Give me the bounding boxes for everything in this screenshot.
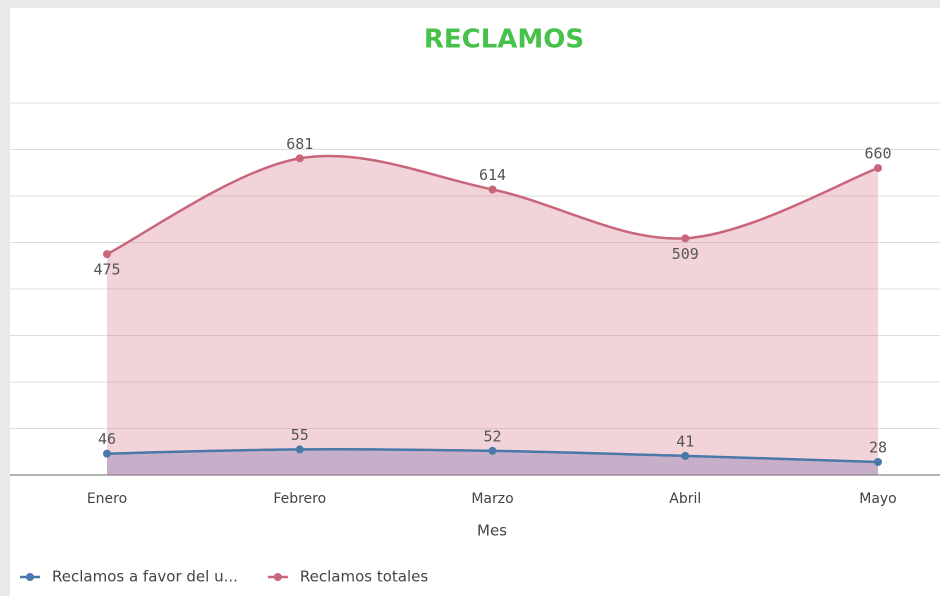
data-label: 52: [483, 427, 501, 445]
point: [488, 446, 497, 455]
data-label: 660: [864, 145, 891, 163]
point: [103, 250, 111, 259]
chart-title: RECLAMOS: [424, 25, 584, 55]
x-tick-label: Abril: [669, 491, 701, 507]
area: [107, 449, 878, 475]
data-label: 681: [286, 135, 313, 153]
area: [107, 155, 878, 475]
x-tick-label: Marzo: [471, 491, 513, 507]
legend-label: Reclamos a favor del u...: [52, 568, 238, 586]
point: [681, 234, 690, 243]
panel: [10, 8, 940, 596]
x-tick-label: Febrero: [273, 491, 326, 507]
data-label: 41: [676, 432, 694, 450]
data-label: 475: [93, 261, 120, 279]
point: [488, 185, 497, 194]
data-label: 614: [479, 166, 506, 184]
data-label: 509: [672, 245, 699, 263]
data-label: 46: [98, 430, 116, 448]
legend-marker: [273, 573, 282, 581]
legend-label: Reclamos totales: [300, 568, 428, 586]
x-tick-label: Mayo: [859, 491, 897, 507]
point: [681, 451, 690, 460]
point: [295, 154, 304, 163]
point: [874, 164, 882, 173]
x-axis-label: Mes: [477, 522, 507, 540]
x-tick-label: Enero: [87, 491, 127, 507]
point: [874, 457, 882, 466]
data-label: 28: [869, 438, 887, 456]
point: [103, 449, 111, 458]
legend-marker: [26, 573, 34, 581]
data-label: 55: [291, 426, 309, 444]
point: [295, 445, 304, 454]
